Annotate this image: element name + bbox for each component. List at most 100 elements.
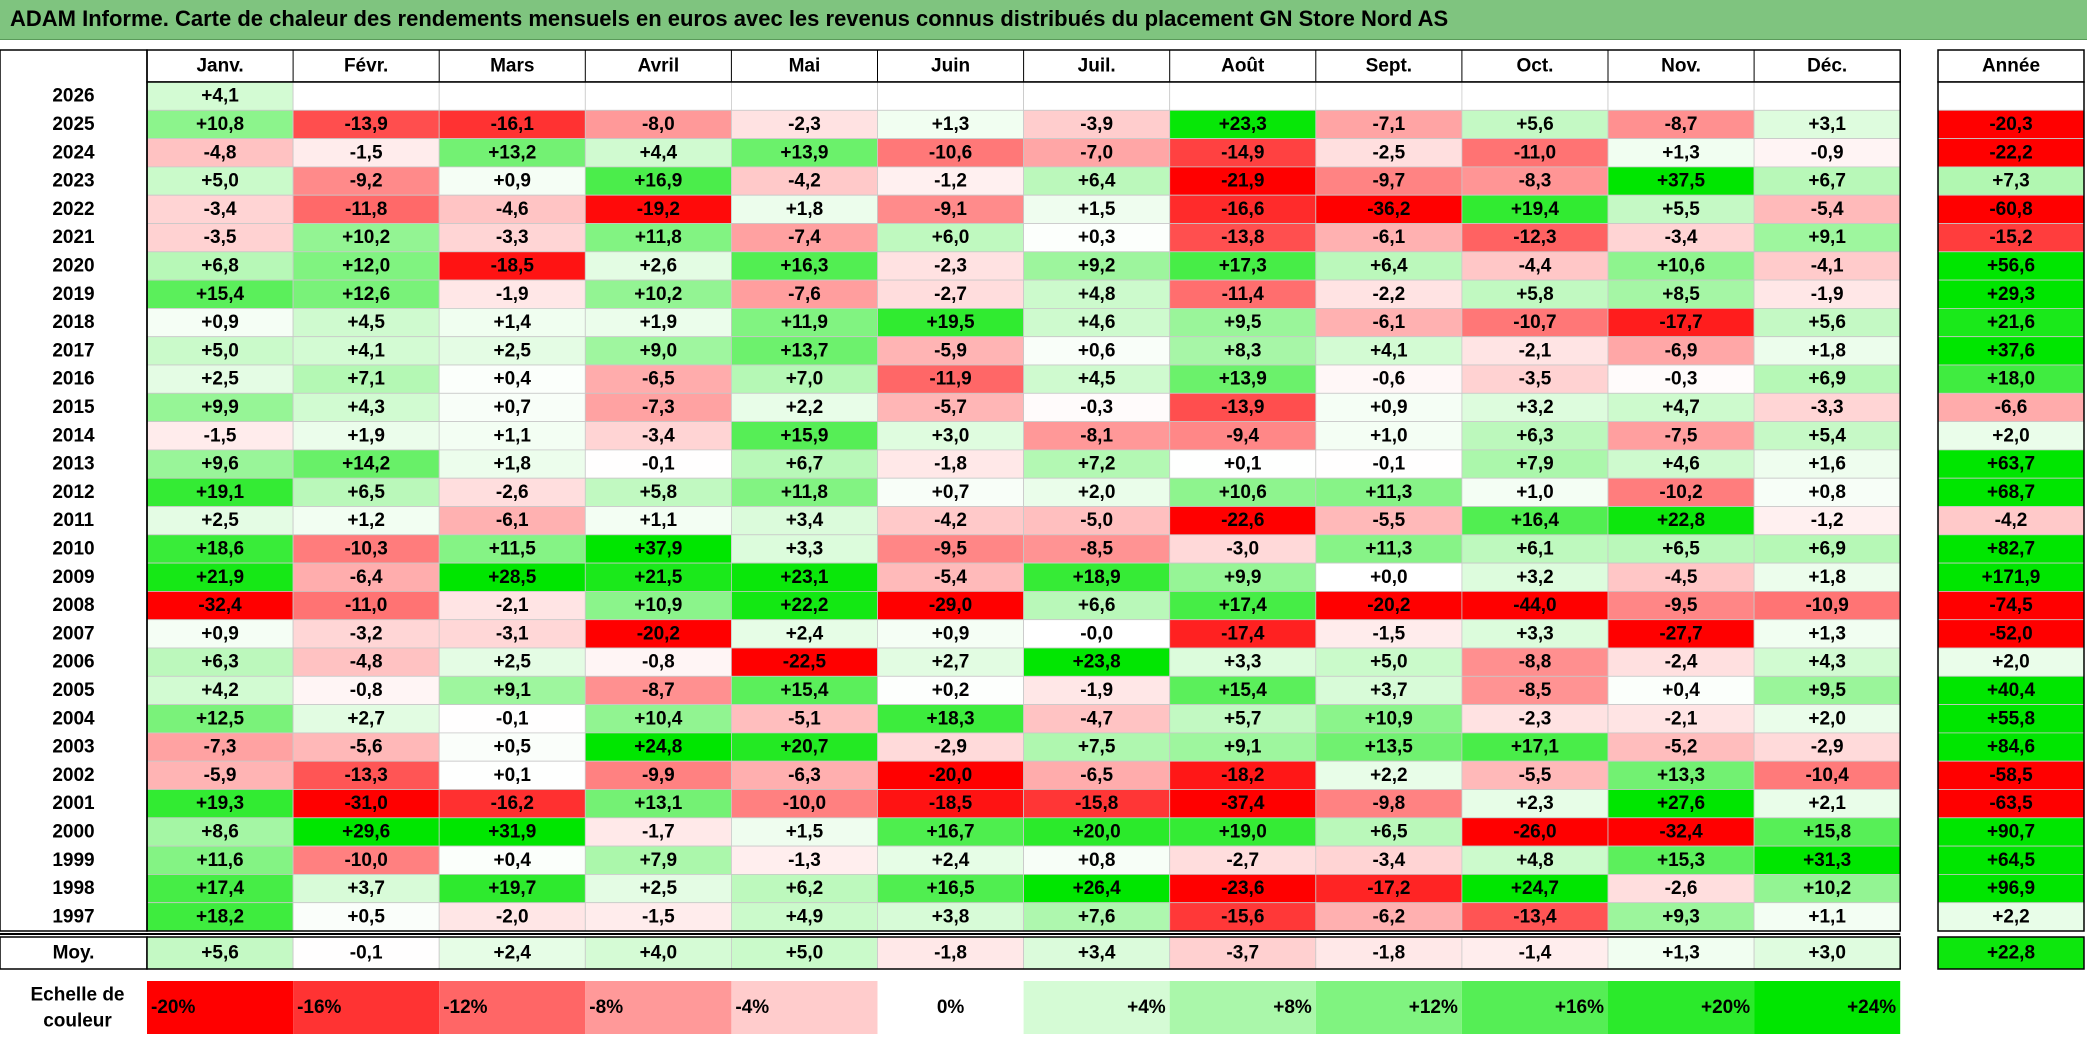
scale-swatch: [1315, 981, 1462, 1034]
cell-value: +2,2: [1370, 765, 1408, 786]
cell-value: +4,1: [201, 86, 239, 107]
cell-value: -7,3: [204, 737, 237, 758]
cell-value: +29,6: [342, 821, 390, 842]
heatmap-cell: [1169, 81, 1317, 111]
cell-value: -10,9: [1805, 595, 1848, 616]
cell-value: +5,0: [1370, 652, 1408, 673]
cell-value: +1,3: [1662, 142, 1700, 163]
heatmap-cell: [1023, 336, 1171, 366]
heatmap-cell: [877, 845, 1025, 875]
cell-value: -22,5: [783, 652, 827, 673]
heatmap-cell: [877, 166, 1025, 196]
average-cell: [438, 936, 586, 970]
cell-value: +2,5: [493, 652, 531, 673]
annual-value: +64,5: [1987, 850, 2036, 871]
heatmap-cell: [877, 251, 1025, 281]
cell-value: +9,9: [1224, 567, 1262, 588]
heatmap-cell: [731, 421, 878, 451]
cell-value: -5,2: [1665, 737, 1698, 758]
cell-value: +20,7: [780, 737, 828, 758]
cell-value: +5,4: [1808, 425, 1846, 446]
heatmap-cell: [1461, 619, 1609, 649]
cell-value: +9,5: [1808, 680, 1846, 701]
cell-value: -44,0: [1513, 595, 1556, 616]
heatmap-cell: [1607, 421, 1755, 451]
scale-swatch: [1169, 981, 1316, 1034]
heatmap-cell: [438, 81, 586, 111]
annual-value: +56,6: [1987, 255, 2035, 276]
cell-value: +1,1: [493, 425, 531, 446]
cell-value: -11,0: [345, 595, 387, 616]
heatmap-cell: [1169, 506, 1317, 536]
heatmap-cell: [731, 307, 878, 338]
heatmap-cell: [584, 364, 732, 394]
heatmap-cell: [731, 109, 878, 140]
cell-value: +9,3: [1662, 906, 1700, 927]
scale-swatch: [877, 981, 1024, 1034]
cell-value: +19,4: [1511, 199, 1560, 220]
heatmap-cell: [1315, 336, 1463, 366]
cell-value: +10,8: [196, 114, 244, 135]
cell-value: -15,6: [1221, 906, 1264, 927]
cell-value: +18,9: [1073, 567, 1121, 588]
cell-value: -6,1: [1372, 227, 1405, 248]
heatmap-cell: [292, 223, 440, 253]
heatmap-cell: [1023, 591, 1171, 621]
annual-value: +40,4: [1987, 680, 2036, 701]
heatmap-cell: [877, 81, 1025, 111]
cell-value: +1,1: [1808, 906, 1846, 927]
cell-value: -12,3: [1513, 227, 1556, 248]
heatmap-cell: [584, 449, 732, 479]
average-value: +3,0: [1808, 943, 1846, 964]
heatmap-cell: [438, 251, 586, 281]
heatmap-cell: [1461, 251, 1609, 281]
heatmap-cell: [877, 534, 1025, 564]
heatmap-cell: [1169, 591, 1317, 621]
heatmap-cell: [292, 845, 440, 875]
average-value: -1,8: [1372, 943, 1405, 964]
heatmap-cell: [731, 251, 878, 281]
cell-value: +4,1: [347, 340, 385, 361]
cell-value: +28,5: [488, 567, 537, 588]
cell-value: +16,4: [1511, 510, 1560, 531]
cell-value: +1,3: [1808, 623, 1846, 644]
cell-value: +18,3: [927, 708, 975, 729]
heatmap-cell: [146, 336, 294, 366]
heatmap-cell: [1315, 704, 1463, 734]
average-cell: [1315, 936, 1463, 970]
cell-value: -6,1: [496, 510, 529, 531]
scale-swatch-label: -12%: [443, 997, 487, 1018]
year-label: 2003: [52, 737, 94, 758]
heatmap-cell: [146, 591, 294, 621]
cell-value: -0,6: [1372, 369, 1405, 390]
heatmap-cell: [292, 817, 440, 847]
average-value: -3,7: [1226, 943, 1259, 964]
cell-value: -8,8: [1519, 652, 1552, 673]
heatmap-cell: [1169, 789, 1317, 819]
cell-value: -18,2: [1221, 765, 1264, 786]
cell-value: -8,3: [1519, 171, 1552, 192]
cell-value: +9,5: [1224, 312, 1262, 333]
cell-value: -1,3: [788, 850, 821, 871]
heatmap-cell: [438, 817, 586, 847]
cell-value: +15,4: [780, 680, 829, 701]
cell-value: +1,3: [932, 114, 970, 135]
heatmap-cell: [1023, 364, 1171, 394]
cell-value: +6,0: [932, 227, 970, 248]
cell-value: +2,2: [786, 397, 824, 418]
scale-swatch: [731, 981, 878, 1034]
cell-value: +19,5: [927, 312, 976, 333]
heatmap-cell: [731, 392, 878, 422]
cell-value: -2,7: [1226, 850, 1259, 871]
heatmap-cell: [584, 760, 732, 790]
year-label: 2018: [52, 312, 94, 333]
cell-value: -26,0: [1513, 821, 1556, 842]
cell-value: +1,2: [347, 510, 385, 531]
annual-cell: [1937, 109, 2085, 140]
annual-value: +18,0: [1987, 369, 2035, 390]
cell-value: +7,5: [1078, 737, 1116, 758]
cell-value: -5,9: [204, 765, 237, 786]
cell-value: -9,7: [1372, 171, 1405, 192]
cell-value: -2,3: [1519, 708, 1552, 729]
